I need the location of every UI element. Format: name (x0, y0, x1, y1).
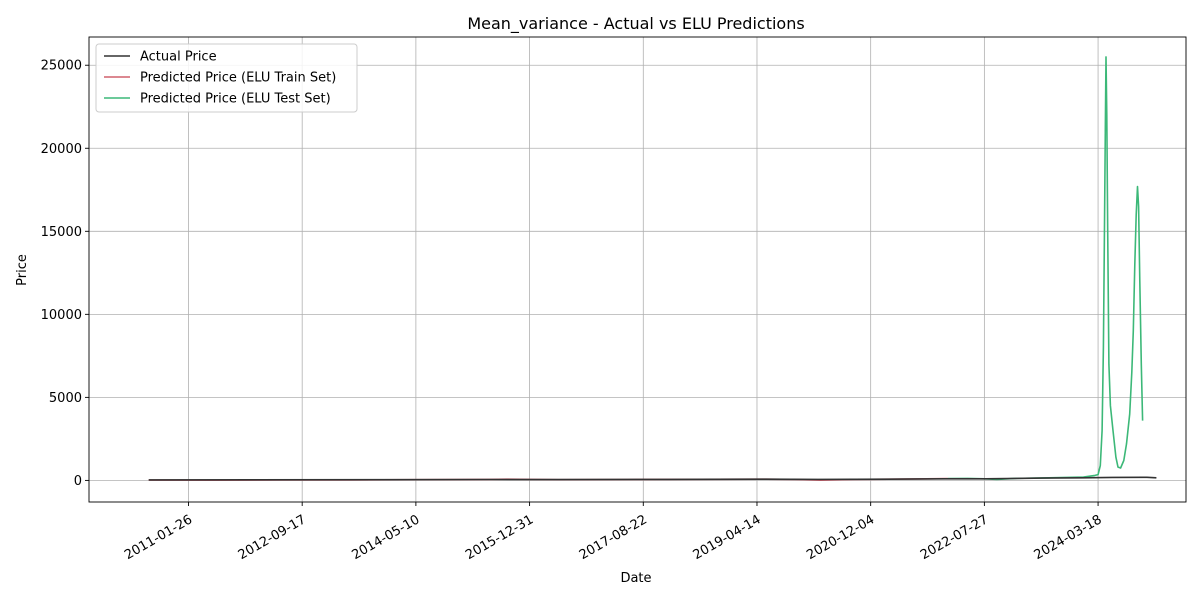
y-tick-label: 0 (74, 474, 82, 489)
y-tick-label: 5000 (49, 391, 82, 406)
y-tick-label: 20000 (41, 142, 82, 157)
legend-item-actual-label: Actual Price (140, 50, 217, 65)
y-tick-label: 15000 (41, 225, 82, 240)
chart-title: Mean_variance - Actual vs ELU Prediction… (467, 14, 804, 34)
plot-frame (88, 36, 1187, 503)
legend: Actual Price Predicted Price (ELU Train S… (95, 43, 358, 113)
series-layer (148, 56, 1157, 482)
y-tick-label: 10000 (41, 308, 82, 323)
x-axis-label: Date (620, 571, 651, 586)
legend-box (95, 43, 358, 113)
legend-item-test-label: Predicted Price (ELU Test Set) (140, 92, 331, 107)
y-tick-label: 25000 (41, 59, 82, 74)
actual-price-line (148, 476, 1157, 481)
legend-item-train-label: Predicted Price (ELU Train Set) (140, 71, 336, 86)
y-axis-label: Price (15, 254, 30, 286)
grid-layer (89, 37, 1186, 502)
